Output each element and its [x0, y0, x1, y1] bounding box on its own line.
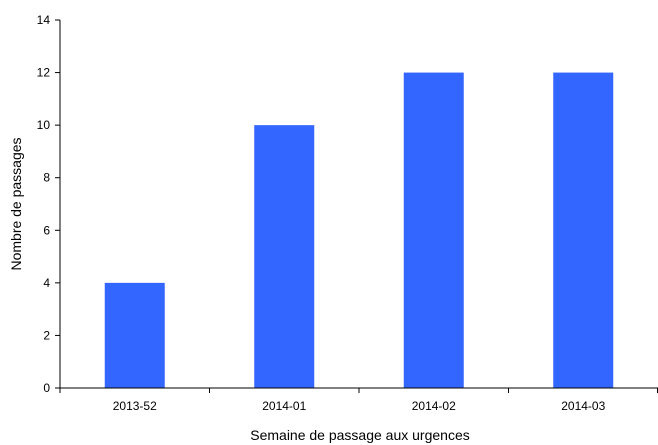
y-tick-label-14: 14	[37, 13, 51, 27]
x-axis-title: Semaine de passage aux urgences	[250, 427, 469, 443]
x-tick-label-2014-02: 2014-02	[412, 399, 456, 413]
y-tick-label-2: 2	[43, 328, 50, 342]
x-tick-label-2014-03: 2014-03	[561, 399, 605, 413]
x-tick-label-2013-52: 2013-52	[113, 399, 157, 413]
y-tick-label-6: 6	[43, 223, 50, 237]
bar-2014-01	[254, 125, 315, 389]
bar-2014-02	[403, 72, 464, 389]
y-tick-label-0: 0	[43, 381, 50, 395]
y-axis-title: Nombre de passages	[8, 137, 24, 270]
y-tick-label-12: 12	[37, 66, 51, 80]
y-tick-label-4: 4	[43, 276, 50, 290]
y-tick-label-8: 8	[43, 171, 50, 185]
x-tick-label-2014-01: 2014-01	[262, 399, 306, 413]
bar-2013-52	[104, 282, 165, 388]
y-axis: 0 2 4 6 8 10 12 14	[37, 13, 61, 395]
bars-group	[104, 72, 614, 389]
y-tick-label-10: 10	[37, 118, 51, 132]
x-axis: 2013-52 2014-01 2014-02 2014-03	[59, 387, 658, 413]
bar-2014-03	[553, 72, 614, 389]
